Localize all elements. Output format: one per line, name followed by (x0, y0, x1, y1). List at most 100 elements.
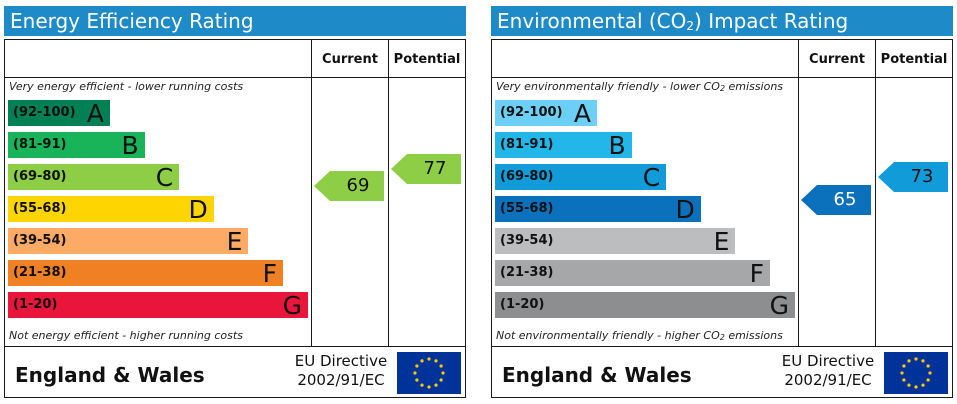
band-g: (1-20) G (8, 291, 308, 320)
band-f: (21-38) F (8, 259, 283, 288)
band-c: (69-80) C (8, 164, 180, 192)
eu-star (420, 359, 424, 363)
band-range: (1-20) (500, 297, 545, 312)
eu-star (439, 364, 443, 368)
header-divider (492, 77, 952, 78)
eu-star (914, 357, 918, 361)
current-rating-arrow: 65 (801, 184, 871, 215)
directive-line-2: 2002/91/EC (784, 371, 872, 389)
band-e: (39-54) E (8, 227, 249, 256)
top-note-subscript: 2 (719, 84, 726, 93)
arrow-polygon (391, 153, 461, 184)
header-divider (5, 77, 465, 78)
band-letter: E (713, 227, 730, 256)
eu-flag-icon (397, 352, 461, 394)
bottom-note: Not environmentally friendly - higher CO… (496, 329, 783, 342)
rating-value: 73 (910, 166, 934, 188)
column-divider (875, 40, 876, 346)
band-letter: A (573, 99, 591, 128)
eu-star (921, 359, 925, 363)
rating-value: 77 (423, 157, 447, 179)
band-letter: E (226, 227, 243, 256)
rating-frame: Current Potential Very energy efficient … (4, 39, 466, 398)
arrow-shape (878, 162, 948, 193)
band-letter: D (675, 195, 695, 224)
region-label: England & Wales (502, 363, 692, 387)
top-note-suffix: emissions (725, 80, 784, 93)
band-letter: F (749, 259, 764, 288)
band-range: (39-54) (13, 233, 67, 248)
eu-star (914, 385, 918, 389)
band-range: (92-100) (500, 105, 563, 120)
panel-title: Environmental (CO2) Impact Rating (491, 6, 953, 36)
bottom-note: Not energy efficient - higher running co… (9, 329, 243, 342)
band-range: (92-100) (13, 105, 76, 120)
bottom-note-prefix: Not environmentally friendly - higher CO (496, 329, 720, 342)
column-divider (798, 40, 799, 346)
rating-value: 69 (346, 174, 370, 196)
arrow-shape (801, 184, 871, 215)
eu-star (415, 364, 419, 368)
arrow-polygon (314, 170, 384, 201)
column-potential: Potential (880, 52, 948, 67)
panel-title: Energy Efficiency Rating (4, 6, 466, 36)
band-a: (92-100) A (8, 99, 110, 128)
band-e: (39-54) E (495, 227, 736, 256)
eu-star (415, 378, 419, 382)
band-range: (69-80) (500, 169, 554, 184)
eu-star (907, 359, 911, 363)
arrow-shape (391, 153, 461, 184)
eu-star (900, 371, 904, 375)
band-letter: A (86, 99, 104, 128)
eu-star (921, 383, 925, 387)
band-d: (55-68) D (8, 196, 214, 224)
band-letter: B (608, 131, 626, 160)
band-letter: B (121, 131, 139, 160)
band-range: (1-20) (13, 297, 58, 312)
energy-efficiency-panel: Energy Efficiency Rating Current Potenti… (4, 6, 466, 398)
eu-flag-icon (884, 352, 948, 394)
title-prefix: Environmental (CO (497, 9, 687, 33)
eu-star (434, 359, 438, 363)
band-f: (21-38) F (495, 259, 770, 288)
eu-stars (413, 357, 445, 389)
eu-stars (900, 357, 932, 389)
band-b: (81-91) B (495, 131, 632, 160)
eu-star (926, 378, 930, 382)
arrow-shape (314, 170, 384, 201)
column-potential: Potential (393, 52, 461, 67)
column-divider (311, 40, 312, 346)
arrow-polygon (801, 184, 871, 215)
directive-line-1: EU Directive (781, 352, 875, 370)
eu-directive: EU Directive 2002/91/EC (288, 352, 394, 390)
band-c: (69-80) C (495, 163, 667, 192)
band-range: (81-91) (13, 137, 67, 152)
band-letter: G (282, 291, 302, 320)
eu-star (420, 383, 424, 387)
eu-star (928, 371, 932, 375)
eu-star (434, 383, 438, 387)
eu-star (413, 371, 417, 375)
eu-star (902, 364, 906, 368)
band-range: (55-68) (13, 201, 67, 216)
band-letter: F (262, 259, 277, 288)
band-letter: C (642, 163, 661, 192)
footer-divider (492, 346, 952, 347)
eu-star (427, 385, 431, 389)
top-note: Very environmentally friendly - lower CO… (496, 80, 783, 93)
column-divider (388, 40, 389, 346)
band-range: (39-54) (500, 233, 554, 248)
eu-star (441, 371, 445, 375)
eu-star (907, 383, 911, 387)
rating-frame: Current Potential Very environmentally f… (491, 39, 953, 398)
region-label: England & Wales (15, 363, 205, 387)
directive-line-2: 2002/91/EC (297, 371, 385, 389)
band-range: (55-68) (500, 201, 554, 216)
environmental-impact-panel: Environmental (CO2) Impact Rating Curren… (491, 6, 953, 398)
directive-line-1: EU Directive (294, 352, 388, 370)
rating-value: 65 (833, 188, 857, 210)
arrow-polygon (878, 162, 948, 193)
eu-star (439, 378, 443, 382)
top-note: Very energy efficient - lower running co… (9, 80, 244, 93)
band-letter: G (769, 291, 789, 320)
